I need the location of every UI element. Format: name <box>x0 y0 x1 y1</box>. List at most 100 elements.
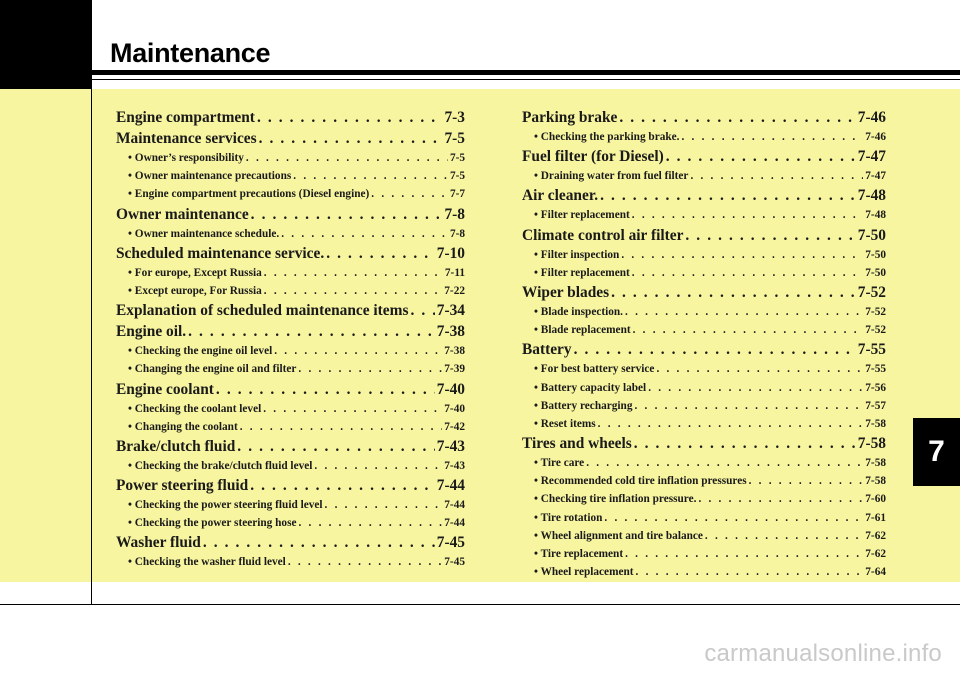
toc-subentry-label: • Checking the power steering fluid leve… <box>128 499 323 512</box>
toc-entry-label: Wiper blades <box>522 283 610 301</box>
toc-entry[interactable]: Explanation of scheduled maintenance ite… <box>116 301 465 321</box>
dot-leader <box>371 185 448 203</box>
toc-subentry-label: • Recommended cold tire inflation pressu… <box>534 475 747 488</box>
toc-entry-page: 7-10 <box>436 244 465 262</box>
toc-entry[interactable]: Washer fluid 7-45 <box>116 533 465 553</box>
toc-subentry[interactable]: • Filter replacement 7-48 <box>522 206 886 224</box>
toc-entry-label: Air cleaner. <box>522 187 599 205</box>
toc-entry-page: 7-3 <box>444 109 465 126</box>
toc-entry[interactable]: Battery 7-55 <box>522 340 886 360</box>
dot-leader <box>298 360 442 378</box>
toc-subentry[interactable]: • Owner maintenance schedule. 7-8 <box>116 225 465 243</box>
toc-subentry[interactable]: • Owner maintenance precautions 7-5 <box>116 167 465 185</box>
toc-entry-page: 7-38 <box>436 323 465 341</box>
toc-entry[interactable]: Climate control air filter 7-50 <box>522 226 886 246</box>
toc-entry[interactable]: Engine coolant 7-40 <box>116 380 465 400</box>
toc-subentry[interactable]: • Checking tire inflation pressure. 7-60 <box>522 490 886 508</box>
toc-entry-page: 7-40 <box>436 380 465 398</box>
toc-entry-label: Maintenance services <box>116 130 257 147</box>
toc-entry[interactable]: Wiper blades 7-52 <box>522 283 886 303</box>
toc-subentry[interactable]: • Checking the engine oil level 7-38 <box>116 342 465 360</box>
toc-entry-page: 7-45 <box>436 534 465 552</box>
dot-leader <box>250 476 435 496</box>
toc-entry-label: Battery <box>522 341 572 359</box>
toc-subentry-page: 7-60 <box>865 493 886 506</box>
toc-subentry[interactable]: • Engine compartment precautions (Diesel… <box>116 185 465 203</box>
dot-leader <box>705 527 863 545</box>
toc-entry[interactable]: Engine oil. 7-38 <box>116 322 465 342</box>
toc-subentry[interactable]: • Tire replacement 7-62 <box>522 545 886 563</box>
toc-subentry[interactable]: • Filter replacement 7-50 <box>522 264 886 282</box>
toc-subentry-label: • Owner maintenance schedule. <box>128 227 280 240</box>
toc-subentry-label: • Battery capacity label <box>534 381 647 394</box>
dot-leader <box>621 246 863 264</box>
toc-subentry[interactable]: • Checking the washer fluid level 7-45 <box>116 553 465 571</box>
toc-subentry[interactable]: • Checking the power steering fluid leve… <box>116 496 465 514</box>
toc-subentry[interactable]: • Checking the parking brake. 7-46 <box>522 128 886 146</box>
toc-entry[interactable]: Owner maintenance 7-8 <box>116 205 465 225</box>
toc-subentry-label: • Engine compartment precautions (Diesel… <box>128 188 370 201</box>
dot-leader <box>611 283 856 303</box>
toc-subentry[interactable]: • For europe, Except Russia 7-11 <box>116 264 465 282</box>
toc-subentry-label: • For best battery service <box>534 363 655 376</box>
toc-entry[interactable]: Scheduled maintenance service. 7-10 <box>116 244 465 264</box>
toc-entry-label: Tires and wheels <box>522 435 632 453</box>
toc-subentry[interactable]: • Checking the brake/clutch fluid level 7… <box>116 457 465 475</box>
toc-subentry[interactable]: • For best battery service 7-55 <box>522 360 886 378</box>
toc-entry-page: 7-43 <box>436 437 465 455</box>
toc-subentry-label: • Reset items <box>534 417 596 430</box>
toc-subentry[interactable]: • Reset items 7-58 <box>522 415 886 433</box>
toc-subentry[interactable]: • Except europe, For Russia 7-22 <box>116 282 465 300</box>
toc-subentry-label: • Battery recharging <box>534 399 633 412</box>
toc-subentry[interactable]: • Recommended cold tire inflation pressu… <box>522 472 886 490</box>
toc-subentry-label: • Owner’s responsibility <box>128 152 244 164</box>
toc-subentry-page: 7-5 <box>449 170 465 183</box>
toc-subentry[interactable]: • Checking the coolant level 7-40 <box>116 400 465 418</box>
toc-subentry-label: • Checking the washer fluid level <box>128 556 286 569</box>
chapter-tab[interactable]: 7 <box>913 418 960 486</box>
toc-subentry[interactable]: • Draining water from fuel filter 7-47 <box>522 167 886 185</box>
toc-subentry[interactable]: • Tire rotation 7-61 <box>522 509 886 527</box>
toc-subentry-page: 7-44 <box>444 517 465 530</box>
dot-leader <box>749 472 864 490</box>
dot-leader <box>632 264 864 282</box>
toc-entry[interactable]: Brake/clutch fluid 7-43 <box>116 437 465 457</box>
toc-subentry[interactable]: • Blade inspection. 7-52 <box>522 303 886 321</box>
dot-leader <box>682 128 864 146</box>
toc-entry[interactable]: Tires and wheels 7-58 <box>522 434 886 454</box>
toc-subentry-label: • Checking the power steering hose <box>128 517 297 530</box>
toc-subentry[interactable]: • Filter inspection 7-50 <box>522 246 886 264</box>
toc-subentry[interactable]: • Battery recharging 7-57 <box>522 397 886 415</box>
dot-leader <box>633 321 864 339</box>
dot-leader <box>298 514 442 532</box>
toc-subentry-page: 7-55 <box>865 363 886 376</box>
toc-entry[interactable]: Maintenance services 7-5 <box>116 129 465 149</box>
toc-entry[interactable]: Parking brake 7-46 <box>522 108 886 128</box>
toc-subentry[interactable]: • Owner’s responsibility 7-5 <box>116 149 465 167</box>
toc-subentry[interactable]: • Battery capacity label 7-56 <box>522 379 886 397</box>
toc-entry[interactable]: Fuel filter (for Diesel) 7-47 <box>522 147 886 167</box>
toc-subentry[interactable]: • Changing the engine oil and filter 7-39 <box>116 360 465 378</box>
toc-subentry[interactable]: • Wheel replacement 7-64 <box>522 563 886 581</box>
page-title: Maintenance <box>110 38 271 68</box>
dot-leader <box>619 108 855 128</box>
toc-entry[interactable]: Air cleaner. 7-48 <box>522 186 886 206</box>
dot-leader <box>240 418 443 436</box>
toc-subentry[interactable]: • Tire care 7-58 <box>522 454 886 472</box>
watermark: carmanualsonline.info <box>704 640 942 667</box>
toc-subentry-page: 7-58 <box>865 475 886 488</box>
toc-subentry[interactable]: • Blade replacement 7-52 <box>522 321 886 339</box>
toc-entry[interactable]: Power steering fluid 7-44 <box>116 476 465 496</box>
toc-subentry-label: • Changing the engine oil and filter <box>128 363 297 376</box>
toc-entry[interactable]: Engine compartment 7-3 <box>116 108 465 128</box>
dot-leader <box>264 282 443 300</box>
toc-subentry-page: 7-50 <box>865 248 886 261</box>
toc-subentry[interactable]: • Changing the coolant 7-42 <box>116 418 465 436</box>
toc-subentry-page: 7-8 <box>449 227 465 240</box>
toc-subentry[interactable]: • Checking the power steering hose 7-44 <box>116 514 465 532</box>
toc-subentry-label: • Tire rotation <box>534 511 603 524</box>
dot-leader <box>656 360 863 378</box>
toc-subentry-label: • Except europe, For Russia <box>128 284 262 297</box>
toc-subentry[interactable]: • Wheel alignment and tire balance 7-62 <box>522 527 886 545</box>
dot-leader <box>264 264 443 282</box>
